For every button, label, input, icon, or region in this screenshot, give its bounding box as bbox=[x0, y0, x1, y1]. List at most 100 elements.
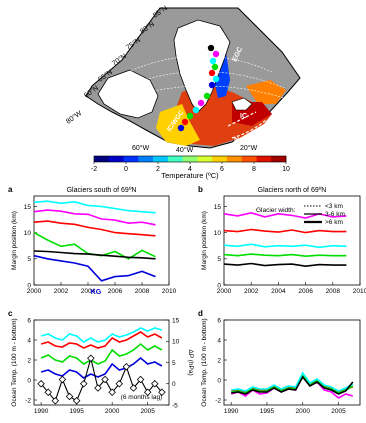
delta-p-marker bbox=[94, 384, 102, 392]
colorbar-tick-label: 10 bbox=[282, 166, 290, 173]
x-tick-label: 2008 bbox=[135, 288, 150, 295]
x-tick-label: 2002 bbox=[54, 288, 69, 295]
colorbar-segment bbox=[138, 156, 154, 162]
glacier-marker bbox=[197, 99, 205, 107]
glacier-marker bbox=[208, 81, 216, 89]
delta-p-marker bbox=[65, 392, 74, 401]
colorbar-tick-label: 4 bbox=[188, 166, 192, 173]
delta-p-marker bbox=[143, 388, 152, 397]
glacier-marker bbox=[209, 57, 217, 65]
map-orange-water bbox=[246, 80, 286, 104]
map-greenland bbox=[173, 19, 231, 113]
y-tick-label: 2 bbox=[217, 357, 221, 364]
map-yellow-water bbox=[156, 104, 200, 146]
y-tick-label: 5 bbox=[217, 256, 221, 263]
series-line bbox=[231, 372, 354, 393]
panel-letter: a bbox=[8, 185, 13, 194]
y-tick-label: 10 bbox=[214, 230, 222, 237]
series-line bbox=[223, 243, 347, 249]
panel-title: Glaciers north of 69ºN bbox=[258, 187, 327, 194]
y-tick-label: 0 bbox=[217, 282, 221, 289]
series-line bbox=[223, 262, 347, 268]
y2-tick-label: -5 bbox=[172, 402, 178, 409]
glacier-marker bbox=[192, 106, 200, 114]
colorbar-segment bbox=[167, 156, 183, 162]
glacier-marker bbox=[212, 75, 220, 83]
delta-p-marker bbox=[122, 362, 131, 371]
series-line bbox=[223, 211, 347, 219]
map-iceland bbox=[231, 97, 253, 111]
legend-entry: 3-6 km bbox=[325, 211, 345, 218]
series-line bbox=[33, 250, 156, 260]
y-tick-label: 6 bbox=[217, 317, 221, 324]
x-tick-label: 2000 bbox=[27, 288, 42, 295]
annotation-kg: KG bbox=[91, 289, 102, 296]
glacier-marker bbox=[203, 92, 211, 100]
x-tick-label: 2004 bbox=[81, 288, 96, 295]
y-tick-label: 6 bbox=[27, 317, 31, 324]
map-glacier-markers bbox=[177, 44, 220, 132]
colorbar-segment bbox=[271, 156, 287, 162]
delta-p-marker bbox=[58, 375, 67, 384]
y-tick-label: 4 bbox=[27, 337, 31, 344]
legend-entry: >6 km bbox=[325, 219, 343, 226]
y2-tick-label: 5 bbox=[172, 360, 176, 367]
y2-tick-label: 0 bbox=[172, 381, 176, 388]
x-tick-label: 2006 bbox=[298, 288, 313, 295]
colorbar-segment bbox=[256, 156, 272, 162]
y-tick-label: 0 bbox=[217, 377, 221, 384]
map-canada bbox=[97, 69, 159, 119]
delta-p-marker bbox=[108, 388, 116, 397]
colorbar-segment bbox=[226, 156, 242, 162]
annotation-lag: (6 months lag) bbox=[121, 394, 163, 401]
x-tick-label: 2002 bbox=[244, 288, 259, 295]
series-line bbox=[40, 342, 163, 365]
map-current-nac bbox=[231, 119, 267, 139]
plot-area bbox=[33, 195, 170, 286]
y-tick-label: -2 bbox=[215, 397, 221, 404]
series-line bbox=[231, 371, 354, 392]
y-tick-label: 0 bbox=[27, 377, 31, 384]
series-line bbox=[40, 327, 163, 343]
y2-tick-label: 10 bbox=[172, 339, 180, 346]
delta-p-marker bbox=[51, 396, 60, 405]
colorbar-segment bbox=[182, 156, 198, 162]
panel-a: 2000 2002 2004 2006 2008 2010 0 5 10 15 Glaciers s… bbox=[8, 185, 177, 296]
series-line bbox=[40, 356, 163, 379]
x-tick-label: 1995 bbox=[69, 408, 84, 415]
region-label-nac: NAC bbox=[234, 137, 249, 144]
legend-title: Glacier width: bbox=[256, 207, 296, 214]
map-current-ic bbox=[227, 111, 257, 127]
delta-p-marker bbox=[115, 379, 124, 388]
x-tick-label: 2005 bbox=[331, 408, 346, 415]
y2-tick-label: 15 bbox=[172, 317, 180, 324]
y-axis-label: Ocean Temp. (100 m - bottom) bbox=[201, 318, 208, 406]
delta-p-marker bbox=[158, 388, 166, 397]
delta-p-marker bbox=[136, 375, 145, 384]
lon-label: 60°W bbox=[132, 144, 150, 152]
y-tick-label: 4 bbox=[217, 337, 221, 344]
colorbar-segment bbox=[123, 156, 139, 162]
delta-p-marker bbox=[37, 379, 45, 388]
series-line bbox=[40, 331, 163, 349]
glacier-marker bbox=[181, 118, 189, 126]
colorbar-tick-label: 0 bbox=[124, 166, 128, 173]
glacier-marker bbox=[186, 112, 194, 120]
y-tick-label: 10 bbox=[24, 230, 32, 237]
colorbar-segment bbox=[153, 156, 169, 162]
glacier-marker bbox=[207, 44, 215, 52]
colorbar-tick-label: 2 bbox=[156, 166, 160, 173]
map-graticule bbox=[105, 55, 291, 105]
colorbar-segment bbox=[108, 156, 124, 162]
y-axis-label: Margin position (km) bbox=[201, 211, 208, 270]
delta-p-marker bbox=[44, 388, 52, 397]
x-tick-label: 2000 bbox=[105, 408, 120, 415]
colorbar-segment bbox=[94, 156, 110, 162]
colorbar: -2 0 2 4 6 8 10 bbox=[91, 155, 290, 173]
y-axis-label: Ocean Temp. (100 m - bottom) bbox=[11, 318, 18, 406]
x-tick-label: 2008 bbox=[326, 288, 341, 295]
delta-p-marker bbox=[129, 384, 138, 392]
